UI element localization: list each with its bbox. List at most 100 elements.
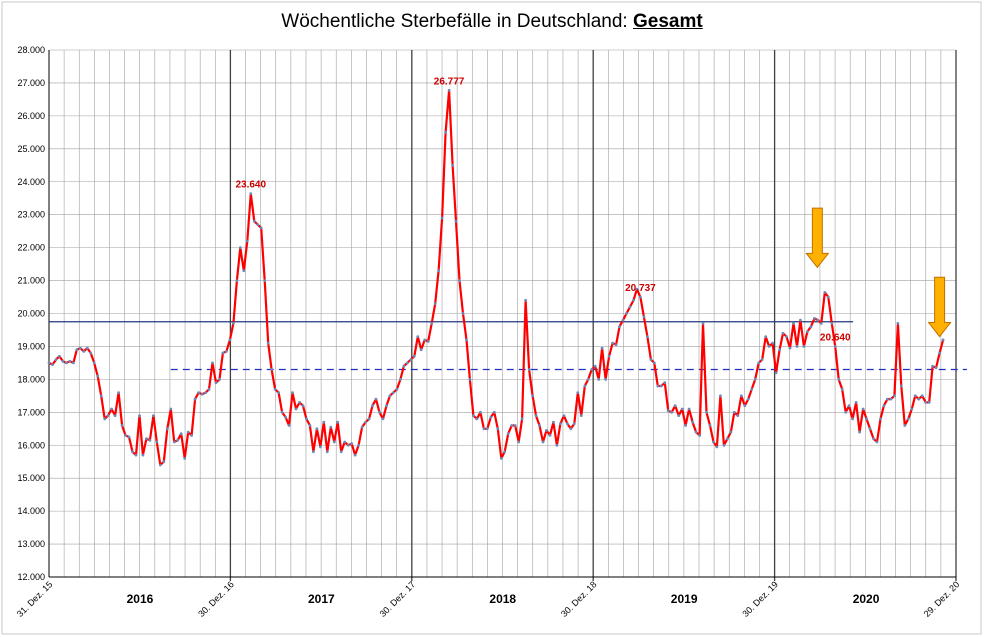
data-point xyxy=(47,361,51,365)
data-point xyxy=(138,414,141,417)
data-point xyxy=(388,394,392,398)
data-point xyxy=(646,335,649,338)
data-point xyxy=(868,427,872,431)
data-point xyxy=(889,397,893,401)
chart-title-emphasis: Gesamt xyxy=(633,11,703,32)
data-point xyxy=(78,346,82,350)
x-tick-label: 30. Dez. 19 xyxy=(740,579,780,619)
data-point xyxy=(218,378,221,381)
data-point xyxy=(691,420,694,424)
data-point xyxy=(496,427,500,431)
year-label: 2018 xyxy=(489,592,516,606)
data-point xyxy=(792,322,795,325)
data-point xyxy=(861,407,865,411)
data-point xyxy=(228,338,232,342)
data-point xyxy=(614,343,618,347)
data-point xyxy=(176,438,180,442)
year-label: 2019 xyxy=(671,592,698,606)
data-point xyxy=(826,295,830,299)
data-point xyxy=(583,384,587,388)
data-point xyxy=(743,404,747,408)
data-point xyxy=(51,363,54,366)
data-point xyxy=(371,404,374,408)
data-point xyxy=(235,279,239,282)
data-point xyxy=(263,279,267,282)
data-point xyxy=(736,414,740,417)
data-point xyxy=(771,341,774,345)
data-point xyxy=(85,346,89,350)
data-point xyxy=(649,358,653,361)
data-point xyxy=(520,417,524,421)
data-point xyxy=(604,378,607,381)
data-point xyxy=(819,322,823,325)
y-tick-label: 21.000 xyxy=(17,276,45,286)
data-point xyxy=(211,361,214,365)
data-point xyxy=(155,440,159,444)
y-tick-label: 19.000 xyxy=(17,341,45,351)
data-point xyxy=(461,312,465,315)
data-point xyxy=(329,425,333,429)
data-point xyxy=(552,420,555,424)
y-tick-label: 20.000 xyxy=(17,309,45,319)
data-point xyxy=(475,417,479,421)
data-point xyxy=(200,392,204,396)
y-tick-label: 25.000 xyxy=(17,144,45,154)
data-point xyxy=(165,427,169,431)
data-point xyxy=(875,440,879,444)
data-point xyxy=(903,424,907,427)
data-point xyxy=(924,401,928,404)
data-point xyxy=(332,440,336,444)
data-point xyxy=(590,368,594,371)
data-point xyxy=(141,453,145,457)
data-point xyxy=(440,216,444,220)
data-point xyxy=(635,287,639,291)
data-point xyxy=(82,350,86,353)
data-point xyxy=(666,409,670,413)
data-point xyxy=(426,340,430,343)
data-point xyxy=(785,335,788,338)
data-point xyxy=(225,350,228,353)
data-point xyxy=(242,269,246,273)
data-point xyxy=(694,430,698,434)
data-point xyxy=(527,368,531,371)
data-point xyxy=(381,417,385,421)
data-point xyxy=(597,378,601,381)
data-point xyxy=(632,298,635,302)
data-point xyxy=(701,322,705,325)
data-point xyxy=(795,345,799,348)
data-point xyxy=(844,410,848,414)
y-tick-label: 28.000 xyxy=(17,45,45,55)
data-point xyxy=(468,378,472,381)
data-point xyxy=(684,424,687,427)
data-point xyxy=(485,427,489,431)
data-point xyxy=(120,424,124,427)
data-point xyxy=(687,407,691,411)
x-tick-label: 29. Dez. 20 xyxy=(922,579,962,619)
data-point xyxy=(110,407,113,411)
data-point xyxy=(524,298,527,302)
y-tick-label: 16.000 xyxy=(17,440,45,450)
data-point xyxy=(837,378,841,381)
data-point xyxy=(392,391,395,394)
data-point xyxy=(127,435,131,439)
data-point xyxy=(197,391,201,394)
data-point xyxy=(513,424,517,427)
data-point xyxy=(145,437,148,441)
data-point xyxy=(677,414,681,417)
data-point xyxy=(712,440,715,444)
data-point xyxy=(409,358,413,361)
data-point xyxy=(719,394,722,398)
data-point xyxy=(315,427,319,431)
data-point xyxy=(941,338,945,342)
data-point xyxy=(806,330,809,333)
data-point xyxy=(572,422,576,426)
data-point xyxy=(447,88,451,92)
data-point xyxy=(294,407,298,411)
data-point xyxy=(183,457,187,460)
data-point xyxy=(726,437,729,441)
data-point xyxy=(708,424,712,427)
data-point xyxy=(444,130,447,134)
data-point xyxy=(600,346,604,350)
